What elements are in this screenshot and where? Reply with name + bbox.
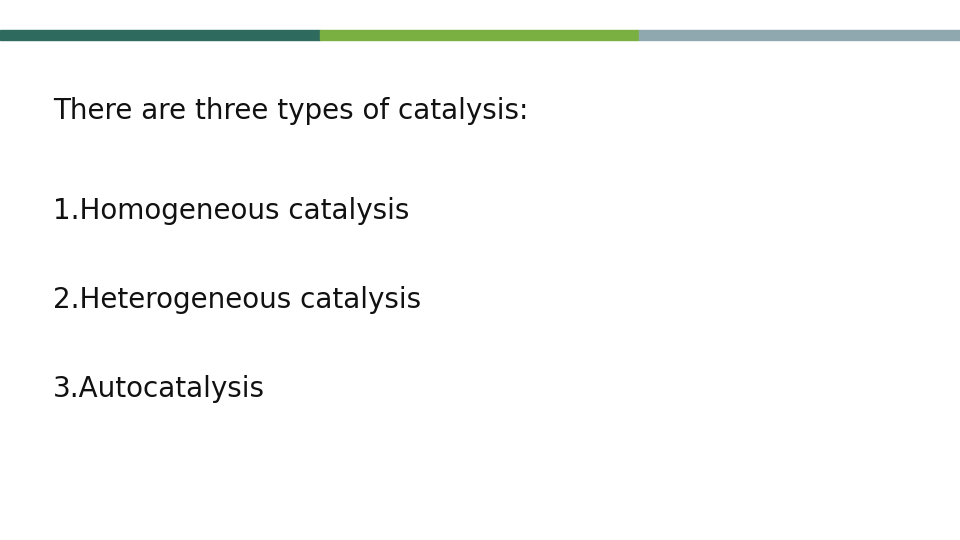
Text: 3.Autocatalysis: 3.Autocatalysis — [53, 375, 265, 403]
Text: 2.Heterogeneous catalysis: 2.Heterogeneous catalysis — [53, 286, 420, 314]
Text: There are three types of catalysis:: There are three types of catalysis: — [53, 97, 528, 125]
Text: 1.Homogeneous catalysis: 1.Homogeneous catalysis — [53, 197, 409, 225]
